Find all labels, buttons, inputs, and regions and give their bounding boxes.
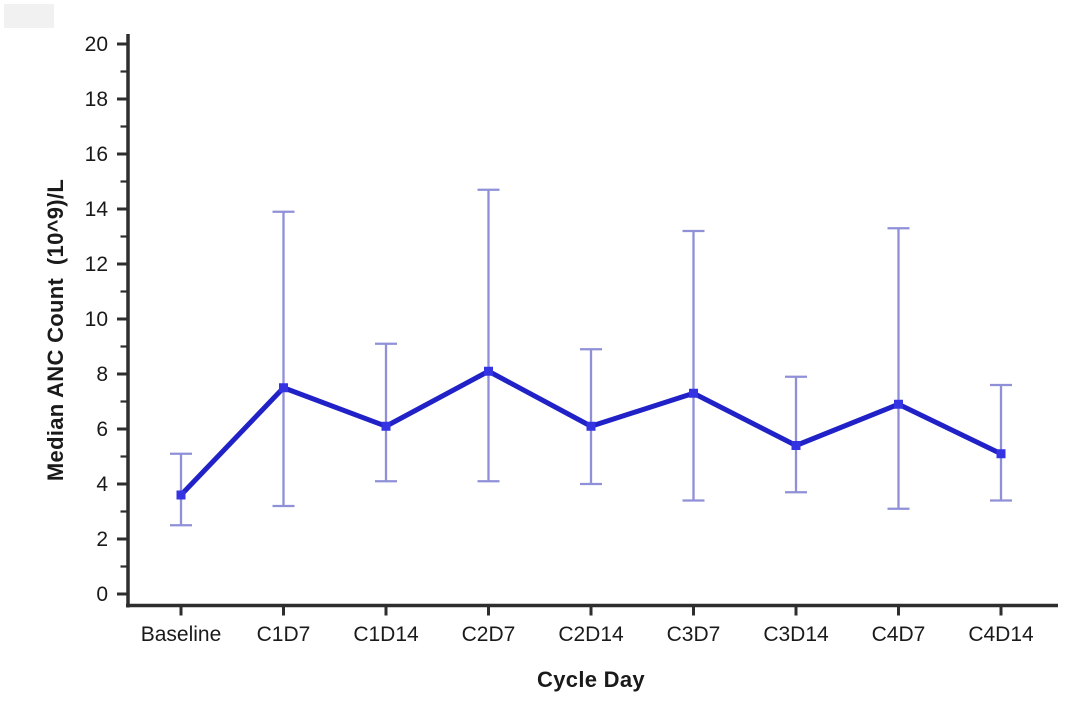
data-point-marker bbox=[791, 441, 801, 450]
error-bar bbox=[375, 342, 397, 483]
data-point-marker bbox=[586, 421, 596, 431]
y-tick-label: 16 bbox=[85, 143, 108, 166]
x-tick-label: Baseline bbox=[141, 623, 222, 646]
data-point-marker bbox=[381, 421, 391, 431]
y-tick-label: 2 bbox=[96, 528, 108, 551]
corner-artifact bbox=[4, 4, 54, 28]
error-bar bbox=[682, 229, 705, 502]
y-tick-label: 12 bbox=[85, 253, 108, 276]
x-axis-title: Cycle Day bbox=[537, 667, 645, 692]
data-point-marker bbox=[894, 399, 903, 409]
data-point-marker bbox=[176, 490, 186, 500]
data-point-marker bbox=[689, 388, 698, 398]
x-tick-label: C1D14 bbox=[353, 623, 419, 646]
x-tick-label: C3D14 bbox=[763, 623, 829, 646]
data-point-marker bbox=[484, 366, 493, 376]
x-tick-label: C2D14 bbox=[558, 623, 624, 646]
y-tick-label: 8 bbox=[96, 363, 108, 386]
data-point-marker bbox=[996, 449, 1006, 459]
y-tick-label: 10 bbox=[85, 308, 108, 331]
y-tick-label: 0 bbox=[96, 583, 108, 606]
error-bar bbox=[477, 188, 500, 483]
x-tick-label: C4D7 bbox=[872, 623, 926, 646]
error-bar bbox=[170, 452, 192, 527]
y-tick-label: 20 bbox=[85, 33, 108, 56]
x-tick-label: C4D14 bbox=[968, 623, 1034, 646]
error-bars bbox=[170, 188, 1012, 527]
x-tick-label: C3D7 bbox=[667, 623, 721, 646]
error-bar bbox=[990, 383, 1012, 502]
error-bar bbox=[785, 375, 807, 494]
error-bar bbox=[272, 210, 295, 508]
error-bar bbox=[580, 348, 602, 486]
data-markers bbox=[176, 366, 1006, 500]
x-tick-label: C1D7 bbox=[257, 623, 311, 646]
error-bar bbox=[887, 227, 910, 510]
y-tick-label: 14 bbox=[85, 198, 109, 221]
data-point-marker bbox=[279, 383, 288, 393]
axes: 0 2 4 6 8 10 12 14 16 18 20 Baseline C1D7 C1D14 C2D7 C2… bbox=[85, 33, 1058, 646]
y-tick-label: 4 bbox=[96, 473, 108, 496]
y-tick-label: 6 bbox=[96, 418, 108, 441]
y-tick-label: 18 bbox=[85, 88, 108, 111]
x-tick-label: C2D7 bbox=[462, 623, 516, 646]
